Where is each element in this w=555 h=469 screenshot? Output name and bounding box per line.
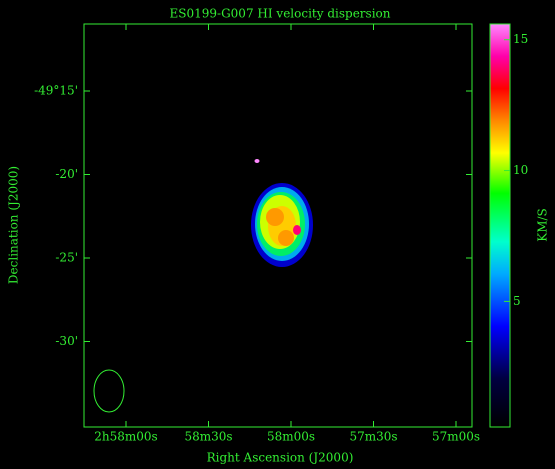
- map-region: [254, 159, 260, 163]
- colorbar-tick-label: 5: [513, 294, 521, 308]
- y-axis-label: Declination (J2000): [7, 166, 21, 284]
- map-region: [293, 225, 301, 235]
- y-tick-label: -30': [55, 334, 78, 348]
- x-tick-label: 58m00s: [267, 430, 315, 444]
- y-tick-label: -49°15': [34, 84, 78, 98]
- colorbar-tick-label: 15: [513, 32, 528, 46]
- plot-frame: [83, 23, 473, 428]
- y-tick-label: -25': [55, 251, 78, 265]
- beam: [93, 369, 125, 413]
- colorbar-tick-label: 10: [513, 163, 528, 177]
- map-region: [278, 230, 294, 246]
- x-tick-label: 57m30s: [349, 430, 397, 444]
- colorbar: [489, 23, 511, 428]
- x-tick-label: 57m00s: [432, 430, 480, 444]
- colorbar-label: KM/S: [536, 208, 550, 242]
- map-region: [266, 208, 284, 226]
- x-axis-label: Right Ascension (J2000): [207, 451, 354, 465]
- chart-title: ES0199-G007 HI velocity dispersion: [170, 7, 391, 21]
- x-tick-label: 58m30s: [184, 430, 232, 444]
- y-tick-label: -20': [55, 167, 78, 181]
- galaxy-map: [251, 159, 313, 267]
- x-tick-label: 2h58m00s: [94, 430, 157, 444]
